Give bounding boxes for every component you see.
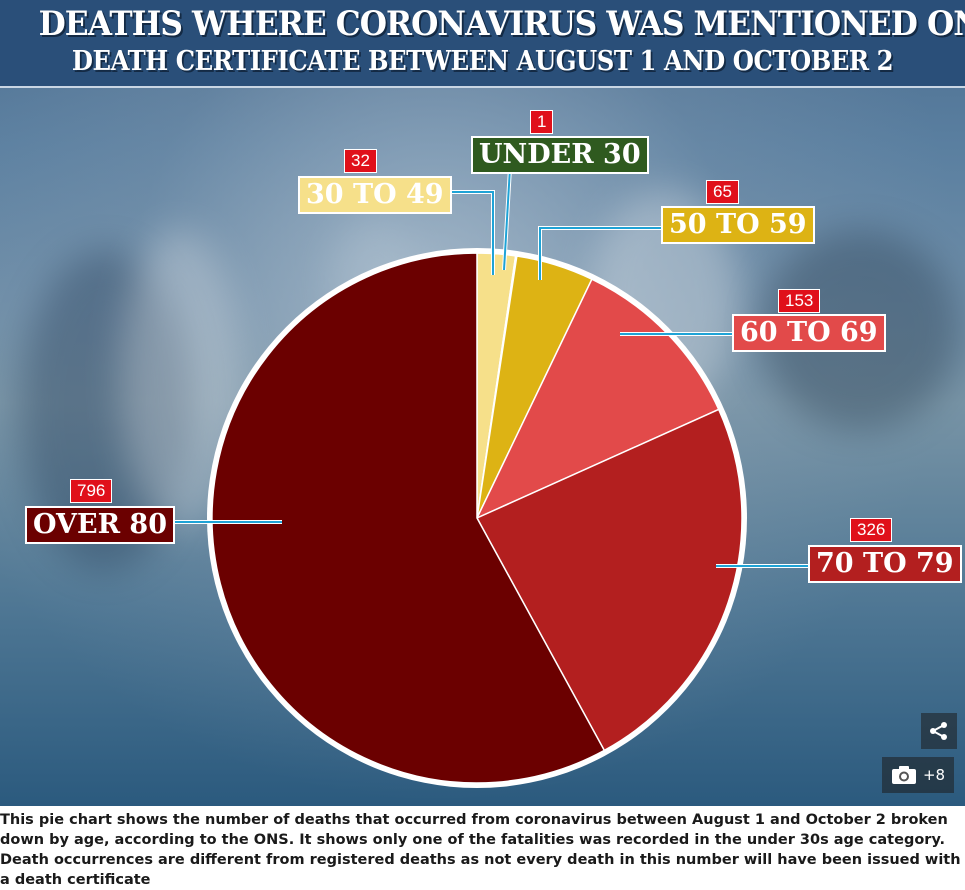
share-button[interactable] bbox=[921, 713, 957, 749]
slice-label-under-30: UNDER 30 bbox=[471, 136, 649, 174]
slice-value-70-to-79: 326 bbox=[850, 518, 893, 542]
slice-value-under-30: 1 bbox=[530, 110, 554, 134]
gallery-button[interactable]: +8 bbox=[882, 757, 954, 793]
pie-slice-70-to-79 bbox=[475, 408, 743, 752]
slice-value-60-to-69: 153 bbox=[778, 289, 821, 313]
title-bar: DEATHS WHERE CORONAVIRUS WAS MENTIONED O… bbox=[0, 0, 965, 88]
pie-chart bbox=[160, 167, 808, 784]
camera-icon bbox=[891, 766, 916, 784]
chart-title-line-2: DEATH CERTIFICATE BETWEEN AUGUST 1 AND O… bbox=[71, 46, 894, 77]
slice-label-70-to-79: 70 TO 79 bbox=[808, 545, 962, 583]
image-caption: This pie chart shows the number of death… bbox=[0, 812, 961, 888]
slice-label-50-to-59: 50 TO 59 bbox=[661, 206, 815, 244]
gallery-count: +8 bbox=[922, 766, 946, 784]
slice-value-over-80: 796 bbox=[70, 479, 113, 503]
slice-label-30-to-49: 30 TO 49 bbox=[298, 176, 452, 214]
pie-slice-over-80 bbox=[211, 252, 606, 784]
slice-value-50-to-59: 65 bbox=[706, 180, 739, 204]
share-icon bbox=[930, 722, 947, 740]
chart-title-line-1: DEATHS WHERE CORONAVIRUS WAS MENTIONED O… bbox=[38, 4, 965, 44]
leader-line-under-30 bbox=[503, 167, 511, 271]
slice-label-60-to-69: 60 TO 69 bbox=[732, 314, 886, 352]
leader-line-50-to-59 bbox=[539, 227, 661, 280]
slice-label-over-80: OVER 80 bbox=[25, 506, 175, 544]
slice-value-30-to-49: 32 bbox=[344, 149, 377, 173]
infographic: DEATHS WHERE CORONAVIRUS WAS MENTIONED O… bbox=[0, 0, 965, 806]
